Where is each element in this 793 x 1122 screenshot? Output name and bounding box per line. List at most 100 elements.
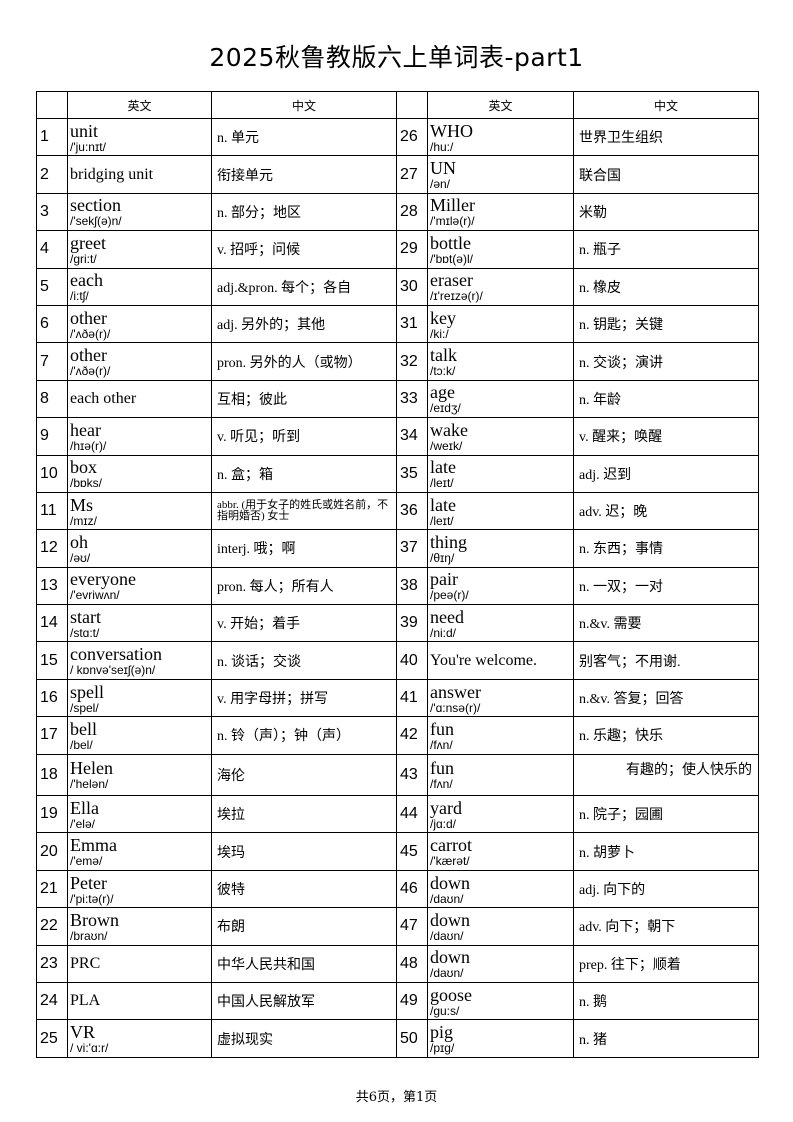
phonetic: /i:tʃ/ (70, 289, 89, 304)
english-cell: Ella/'elə/ (67, 795, 212, 834)
phonetic: /θɪŋ/ (430, 550, 455, 565)
table-row: 3 section/'sekʃ(ə)n/n. 部分；地区 28 Miller/'mɪl… (36, 192, 759, 232)
chinese-meaning: 虚拟现实 (211, 1019, 397, 1058)
english-word: section (70, 195, 121, 216)
row-number: 41 (396, 678, 428, 718)
english-cell: WHO/hu:/ (427, 117, 574, 157)
chinese-meaning: v. 用字母拼；拼写 (211, 678, 397, 718)
chinese-meaning: 中国人民解放军 (211, 981, 397, 1021)
chinese-meaning: n. 钥匙；关键 (573, 304, 759, 344)
phonetic: /'helən/ (70, 777, 109, 792)
row-number: 46 (396, 869, 428, 909)
english-cell: box/bɒks/ (67, 454, 212, 493)
table-row: 21 Peter/'pi:tə(r)/彼特 46 down/daʊn/adj. 向下的 (36, 869, 759, 909)
english-cell: bridging unit (67, 155, 212, 194)
row-number: 30 (396, 267, 428, 306)
chinese-meaning: adv. 向下；朝下 (573, 907, 759, 946)
english-cell: need/ni:d/ (427, 604, 574, 643)
english-cell: unit/'ju:nɪt/ (67, 117, 212, 157)
row-number: 37 (396, 529, 428, 568)
english-word: You're welcome. (430, 651, 538, 669)
row-number: 36 (396, 491, 428, 531)
english-word: late (430, 494, 456, 515)
chinese-meaning: abbr. (用于女子的姓氏或姓名前，不指明婚否) 女士 (211, 491, 397, 531)
header-chinese-left: 中文 (211, 91, 397, 119)
row-number: 32 (396, 342, 428, 381)
row-number: 10 (36, 454, 68, 493)
chinese-meaning: n. 谈话；交谈 (211, 641, 397, 680)
row-number: 5 (36, 267, 68, 306)
english-cell: PRC (67, 944, 212, 983)
english-cell: spell/spel/ (67, 678, 212, 718)
phonetic: /pɪg/ (430, 1041, 455, 1056)
row-number: 48 (396, 944, 428, 983)
english-cell: start/stɑ:t/ (67, 604, 212, 643)
phonetic: /spel/ (70, 700, 99, 715)
phonetic: /leɪt/ (430, 476, 454, 491)
chinese-meaning: v. 听见；听到 (211, 417, 397, 456)
chinese-meaning: 世界卫生组织 (573, 117, 759, 157)
english-cell: bell/bel/ (67, 716, 212, 755)
phonetic: /'evriwʌn/ (70, 588, 120, 603)
phonetic: /'ʌðə(r)/ (70, 326, 111, 341)
english-word: PLA (70, 992, 101, 1010)
chinese-meaning: n. 铃（声）；钟（声） (211, 716, 397, 755)
english-word: eraser (430, 270, 473, 291)
english-word: each other (70, 389, 137, 407)
chinese-meaning: n. 一双；一对 (573, 566, 759, 606)
english-word: unit (70, 120, 99, 141)
table-row: 23 PRC 中华人民共和国 48 down/daʊn/prep. 往下；顺着 (36, 944, 759, 983)
phonetic: /mɪz/ (70, 513, 97, 528)
phonetic: /'ɑ:nsə(r)/ (430, 700, 481, 715)
header-row: 英文 中文 英文 中文 (36, 91, 759, 119)
phonetic: /'sekʃ(ə)n/ (70, 214, 122, 229)
english-cell: oh/əʊ/ (67, 529, 212, 568)
row-number: 22 (36, 907, 68, 946)
english-word: VR (70, 1022, 96, 1043)
english-cell: everyone/'evriwʌn/ (67, 566, 212, 606)
chinese-meaning: 埃拉 (211, 795, 397, 834)
phonetic: /'elə/ (70, 816, 95, 831)
table-row: 12 oh/əʊ/interj. 哦；啊 37 thing/θɪŋ/n. 东西；事情 (36, 529, 759, 568)
header-english-right: 英文 (427, 91, 574, 119)
english-word: other (70, 307, 107, 328)
chinese-meaning: 海伦 (211, 753, 397, 797)
english-word: other (70, 345, 107, 366)
chinese-meaning: n. 瓶子 (573, 230, 759, 269)
english-cell: goose/gu:s/ (427, 981, 574, 1021)
table-row: 2 bridging unit 衔接单元 27 UN/ən/联合国 (36, 155, 759, 194)
table-row: 25 VR / vi:'ɑ:r/虚拟现实 50 pig/pɪg/n. 猪 (36, 1019, 759, 1058)
phonetic: /'mɪlə(r)/ (430, 214, 475, 229)
english-cell: Emma/'emə/ (67, 832, 212, 871)
english-word: everyone (70, 569, 136, 590)
row-number: 47 (396, 907, 428, 946)
chinese-meaning: prep. 往下；顺着 (573, 944, 759, 983)
row-number: 1 (36, 117, 68, 157)
chinese-meaning: interj. 哦；啊 (211, 529, 397, 568)
phonetic: /peə(r)/ (430, 588, 469, 603)
row-number: 8 (36, 379, 68, 419)
table-row: 18 Helen/'helən/海伦 43 fun/fʌn/有趣的；使人快乐的 (36, 753, 759, 797)
row-number: 15 (36, 641, 68, 680)
row-number: 42 (396, 716, 428, 755)
english-word: Helen (70, 758, 113, 779)
english-word: greet (70, 232, 106, 253)
row-number: 7 (36, 342, 68, 381)
phonetic: /ki:/ (430, 326, 449, 341)
phonetic: /ɪ'reɪzə(r)/ (430, 289, 483, 304)
english-cell: pair/peə(r)/ (427, 566, 574, 606)
english-word: need (430, 606, 464, 627)
phonetic: /tɔ:k/ (430, 364, 456, 379)
table-row: 16 spell/spel/v. 用字母拼；拼写 41 answer/'ɑ:nsə(r… (36, 678, 759, 718)
english-cell: fun/fʌn/ (427, 716, 574, 755)
table-row: 13 everyone/'evriwʌn/pron. 每人；所有人 38 pair/p… (36, 566, 759, 606)
chinese-meaning: adj. 迟到 (573, 454, 759, 493)
english-cell: carrot/'kærət/ (427, 832, 574, 871)
english-cell: down/daʊn/ (427, 869, 574, 909)
header-number-left (36, 91, 68, 119)
english-cell: age/eɪdʒ/ (427, 379, 574, 419)
english-cell: other/'ʌðə(r)/ (67, 342, 212, 381)
vocabulary-table: 英文 中文 英文 中文 1 unit/'ju:nɪt/n. 单元 26 WHO/hu:… (36, 91, 759, 1058)
row-number: 4 (36, 230, 68, 269)
row-number: 2 (36, 155, 68, 194)
